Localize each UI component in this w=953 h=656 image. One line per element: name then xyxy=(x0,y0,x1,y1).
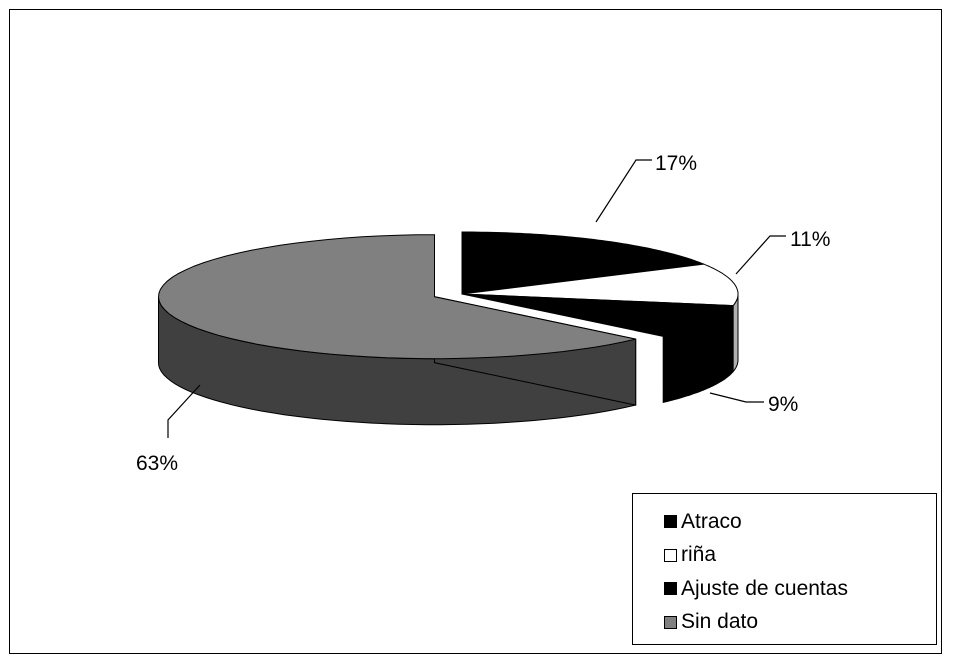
slice-top-ajuste xyxy=(461,293,735,337)
legend: Atraco riña Ajuste de cuentas Sin dato xyxy=(632,493,937,645)
leader-line-rina xyxy=(735,235,786,275)
legend-swatch-rina xyxy=(664,548,677,562)
legend-label-ajuste: Ajuste de cuentas xyxy=(681,576,848,600)
legend-label-atraco: Atraco xyxy=(681,509,742,533)
leader-line-sin-dato xyxy=(167,384,201,438)
slice-side-rina xyxy=(732,294,739,373)
legend-swatch-sin-dato xyxy=(664,615,677,629)
leader-line-ajuste xyxy=(709,392,764,403)
slice-top-sin-dato xyxy=(157,234,636,360)
legend-swatch-atraco xyxy=(664,515,677,529)
slice-top-atraco xyxy=(461,231,705,295)
slice-top-rina xyxy=(461,263,739,307)
data-label-atraco: 17% xyxy=(655,152,697,175)
legend-item-ajuste: Ajuste de cuentas xyxy=(633,572,936,606)
legend-item-atraco: Atraco xyxy=(633,505,936,539)
data-label-rina: 11% xyxy=(790,228,830,251)
legend-item-sin-dato: Sin dato xyxy=(633,606,936,640)
data-label-ajuste: 9% xyxy=(768,393,798,416)
legend-label-rina: riña xyxy=(681,543,717,567)
data-label-sin-dato: 63% xyxy=(136,452,178,475)
legend-label-sin-dato: Sin dato xyxy=(681,610,759,634)
leader-line-atraco xyxy=(595,159,652,223)
legend-item-rina: riña xyxy=(633,539,936,573)
legend-swatch-ajuste xyxy=(664,582,677,596)
